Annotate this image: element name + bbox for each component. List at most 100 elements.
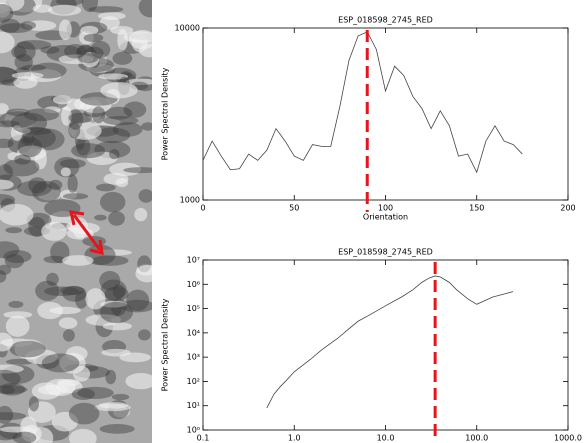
chart-title: ESP_018598_2745_RED [338, 248, 433, 257]
texture-blob [98, 402, 129, 409]
texture-blob [125, 78, 152, 86]
texture-blob [99, 424, 135, 434]
texture-blob [23, 134, 35, 144]
x-tick-label: 0.1 [197, 434, 210, 443]
texture-blob [104, 286, 129, 301]
texture-blob [59, 159, 86, 169]
x-tick-label: 0 [200, 204, 205, 213]
texture-blob [59, 189, 78, 200]
texture-blob [123, 31, 152, 43]
texture-blob [100, 279, 127, 301]
texture-blob [105, 369, 117, 385]
arrow-head [69, 210, 85, 226]
texture-blob [0, 364, 24, 374]
chart-title: ESP_018598_2745_RED [338, 16, 433, 25]
texture-blob [138, 189, 152, 203]
texture-blob [77, 52, 99, 64]
x-tick-label: 50 [289, 204, 299, 213]
texture-blob [67, 108, 84, 130]
texture-blob [79, 96, 112, 114]
texture-blob [105, 106, 133, 120]
texture-blob [67, 174, 78, 193]
texture-blob [43, 106, 61, 114]
texture-blob [0, 23, 33, 33]
texture-blob [72, 217, 89, 239]
texture-blob [0, 66, 19, 85]
texture-blob [112, 51, 133, 65]
texture-blob [103, 172, 129, 185]
texture-blob [0, 385, 28, 394]
texture-blob [94, 214, 107, 221]
texture-blob [99, 270, 121, 291]
x-tick-label: 150 [469, 204, 484, 213]
texture-blob [37, 187, 62, 201]
texture-blob [109, 149, 120, 160]
y-tick-label: 10³ [187, 353, 200, 362]
texture-blob [0, 203, 34, 226]
texture-blob [17, 136, 42, 158]
texture-blob [0, 241, 20, 259]
texture-blob [141, 122, 152, 131]
texture-blob [125, 373, 152, 390]
texture-blob [135, 264, 152, 283]
y-tick-label: 10⁶ [187, 280, 200, 289]
texture-blob [5, 315, 30, 337]
texture-blob [27, 401, 56, 423]
texture-blob [4, 109, 36, 130]
texture-blob [0, 270, 7, 283]
texture-blob [8, 300, 24, 309]
texture-blob [94, 127, 131, 144]
texture-blob [1, 386, 15, 395]
data-line [202, 31, 523, 174]
texture-blob [73, 366, 91, 382]
texture-blob [68, 402, 100, 425]
texture-blob [0, 0, 25, 12]
texture-blob [0, 67, 19, 83]
texture-blob [58, 317, 78, 329]
texture-blob [66, 222, 79, 231]
texture-blob [108, 211, 125, 226]
texture-blob [0, 194, 16, 206]
data-line [266, 275, 514, 409]
texture-blob [119, 352, 151, 363]
texture-blob [44, 286, 79, 297]
texture-blob [16, 40, 52, 50]
texture-blob [100, 82, 138, 99]
texture-blob [68, 121, 81, 139]
texture-blob [100, 300, 127, 308]
texture-blob [97, 12, 126, 20]
texture-blob [28, 396, 39, 412]
texture-blob [11, 72, 44, 80]
texture-blob [54, 156, 80, 178]
texture-blob [77, 386, 114, 399]
x-tick-label: 1000.0 [554, 434, 582, 443]
texture-blob [12, 431, 37, 443]
texture-blob [0, 18, 21, 33]
texture-blob [14, 154, 32, 165]
texture-blob [23, 108, 59, 122]
texture-blob [11, 45, 27, 59]
texture-blob [71, 388, 95, 401]
texture-blob [31, 128, 65, 151]
texture-blob [0, 369, 21, 388]
arrow-head [89, 239, 104, 256]
texture-blob [95, 183, 116, 192]
texture-blob [88, 6, 124, 13]
terrain-image [0, 0, 152, 443]
texture-blob [0, 103, 9, 115]
texture-blob [68, 428, 97, 443]
y-tick-label: 10¹ [187, 401, 200, 410]
texture-blob [112, 122, 143, 137]
plot-frame [202, 259, 569, 431]
texture-blob [123, 101, 147, 118]
texture-blob [80, 25, 99, 35]
texture-blob [32, 4, 53, 13]
texture-blob [6, 108, 30, 117]
texture-blob [138, 329, 151, 341]
y-tick-label: 10² [187, 377, 200, 386]
texture-blob [7, 152, 20, 161]
texture-blob [41, 221, 67, 241]
texture-blob [99, 191, 126, 213]
texture-blob [37, 301, 63, 320]
y-tick-label: 10⁴ [187, 328, 200, 337]
